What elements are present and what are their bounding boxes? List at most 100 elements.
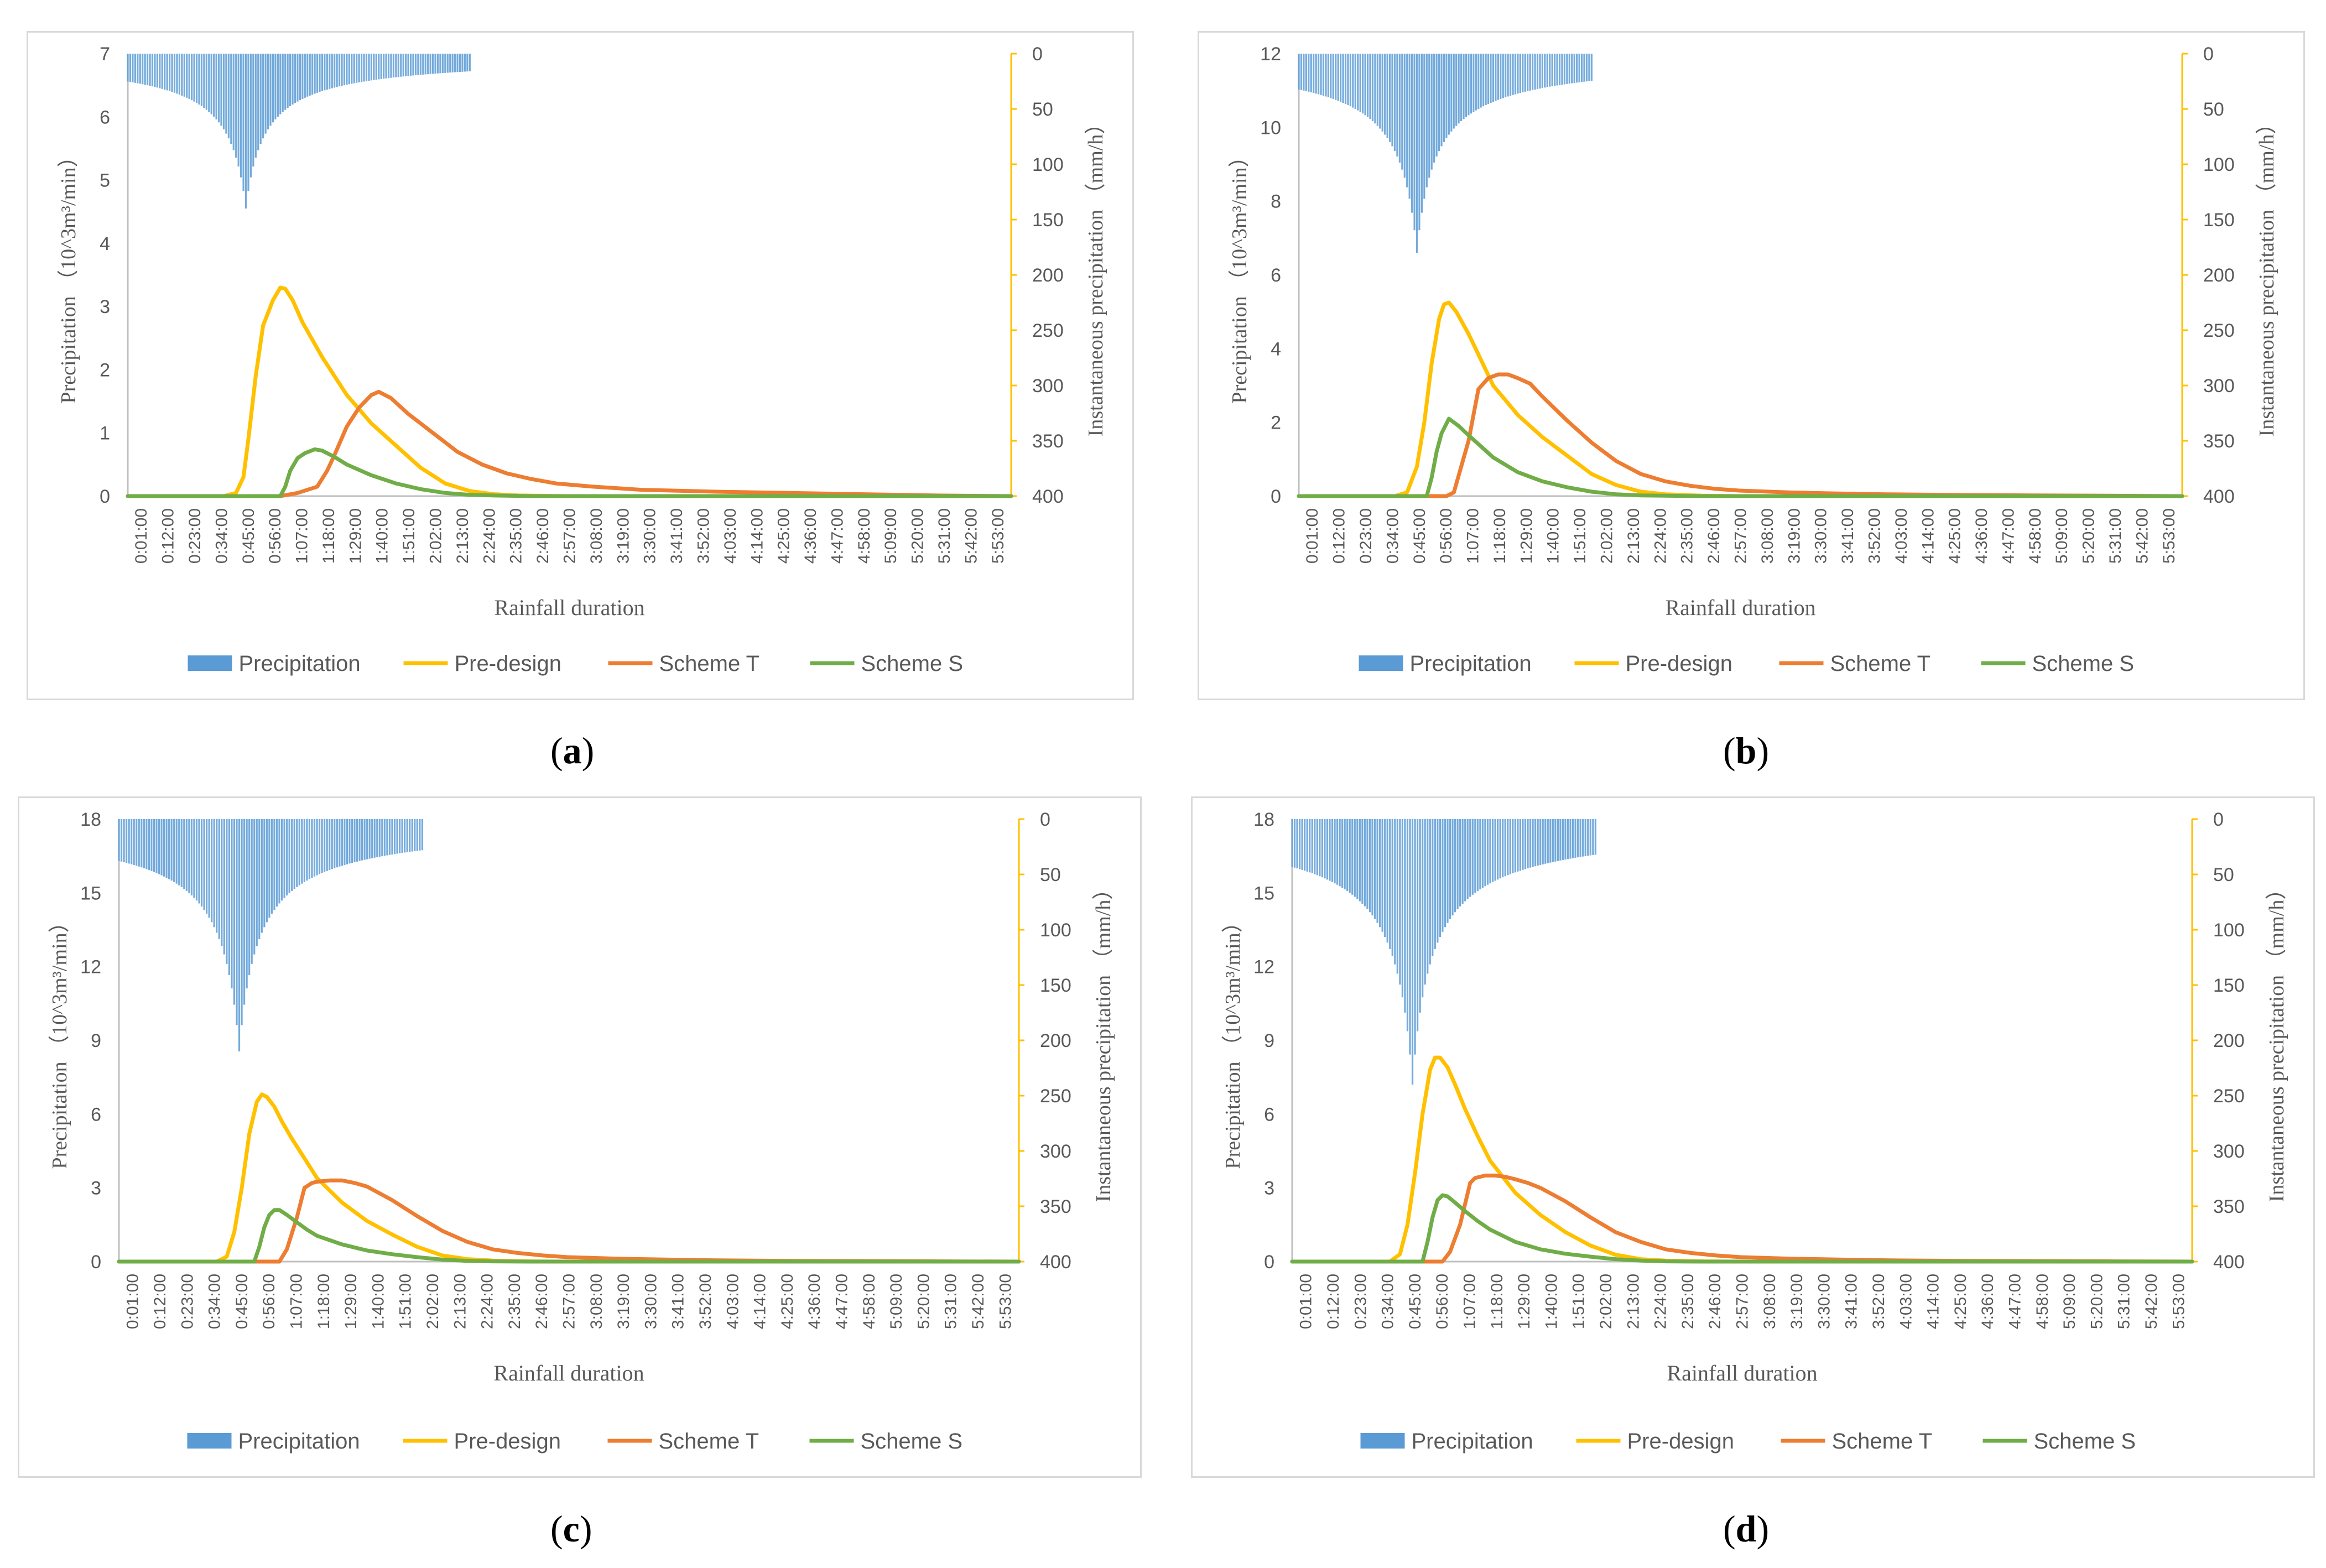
precipitation-bar [1438,54,1440,152]
precipitation-bar [386,819,388,856]
precipitation-bar [439,54,441,74]
precipitation-bar [164,54,166,90]
precipitation-bar [129,54,132,82]
y2-tick-label: 350 [1032,431,1064,452]
precipitation-bar [1352,54,1354,108]
precipitation-bar [1424,819,1426,985]
precipitation-bar [324,54,326,91]
precipitation-bar [1427,819,1429,974]
precipitation-bar [326,54,328,90]
series-line-pre-design [1290,1055,2194,1264]
precipitation-bar [1544,54,1546,88]
precipitation-bar [1539,54,1541,89]
y2-tick-label: 250 [1040,1086,1071,1107]
precipitation-bar [1490,54,1492,103]
precipitation-bar [1406,819,1409,1032]
precipitation-bar [393,819,396,855]
y2-axis-title: Instantaneous precipitation （mm/h） [2255,113,2278,437]
x-tick-label: 4:47:00 [2006,1274,2025,1329]
precipitation-bar [1497,819,1499,880]
x-tick-label: 5:53:00 [996,1274,1014,1329]
precipitation-bar [336,54,338,87]
precipitation-bars [1291,819,1596,1085]
caption-c: (c) [550,1508,592,1550]
precipitation-bar [1396,819,1398,974]
precipitation-bar [461,54,464,72]
precipitation-bar [1537,819,1539,866]
legend-label: Precipitation [238,1429,360,1454]
y-tick-label: 2 [1271,413,1281,434]
precipitation-bar [1519,54,1521,93]
y2-tick-label: 50 [2203,99,2224,120]
precipitation-bar [419,54,422,75]
x-tick-label: 4:36:00 [1979,1274,1997,1329]
caption-a-letter: a [563,730,582,772]
x-tick-label: 5:20:00 [2088,1274,2106,1329]
series-line-pre-design [117,1092,1021,1264]
x-tick-label: 0:12:00 [159,508,178,564]
precipitation-bar [241,819,243,1025]
precipitation-bar [1460,54,1463,122]
precipitation-bar [288,819,290,893]
precipitation-bar [1308,54,1310,92]
precipitation-bar [1589,819,1591,856]
x-tick-label: 0:56:00 [266,508,284,564]
precipitation-bar [351,819,353,863]
precipitation-bar [1298,54,1300,90]
precipitation-bar [1494,819,1496,881]
y-tick-label: 6 [1271,265,1281,286]
y2-axis-title: Instantaneous precipitation （mm/h） [2265,879,2288,1202]
precipitation-bar [411,819,413,852]
precipitation-bar [1386,54,1388,138]
y-tick-label: 4 [1271,338,1281,360]
precipitation-bar [336,819,338,868]
precipitation-bar [1371,54,1374,122]
precipitation-bar [1368,819,1371,913]
legend-label: Scheme S [2032,652,2135,676]
precipitation-bar [356,54,358,83]
precipitation-bar [419,819,421,851]
precipitation-bar [1547,819,1549,863]
precipitation-bar [358,819,361,861]
precipitation-bar [1403,54,1406,178]
y-axis-title: Precipitation （10^3m³/min） [57,146,80,403]
precipitation-bar [459,54,461,72]
precipitation-bar [1394,819,1396,965]
precipitation-bar [1509,54,1512,96]
x-tick-label: 0:01:00 [132,508,150,564]
precipitation-bar [301,819,303,884]
precipitation-bar [1347,54,1349,106]
x-tick-label: 3:30:00 [641,508,659,564]
precipitation-bars [118,819,423,1051]
precipitation-bar [346,54,348,85]
legend-label: Precipitation [239,652,361,676]
precipitation-bar [383,54,385,79]
x-tick-label: 3:19:00 [1785,508,1803,564]
precipitation-bar [1335,54,1337,100]
precipitation-bar [296,54,299,102]
x-tick-label: 2:02:00 [427,508,445,564]
precipitation-bar [1476,819,1479,892]
y-tick-label: 7 [100,44,110,65]
x-tick-label: 2:13:00 [1624,1274,1642,1329]
precipitation-bar [223,819,225,955]
precipitation-bar [1439,819,1441,937]
precipitation-bar [1461,819,1464,904]
precipitation-bar [1379,819,1381,928]
precipitation-bar [1567,819,1569,859]
precipitation-bar [1551,54,1553,86]
precipitation-bar [150,819,153,871]
precipitation-bar [1474,819,1476,893]
precipitation-bar [1559,819,1562,861]
precipitation-bar [253,819,256,955]
precipitation-bar [1386,819,1388,943]
precipitation-bar [131,819,133,864]
precipitation-bar [133,819,135,865]
chart-svg-a: 0 1 2 3 4 5 6 7 0 50 100 150 200 250 300 350 400 0:01:00 0… [57,44,1107,676]
precipitation-bar [193,819,195,898]
precipitation-bar [1401,819,1404,998]
precipitation-bar [366,819,368,859]
precipitation-bar [1487,54,1490,104]
x-tick-label: 1:18:00 [1488,1274,1506,1329]
precipitation-bar [1468,54,1470,116]
